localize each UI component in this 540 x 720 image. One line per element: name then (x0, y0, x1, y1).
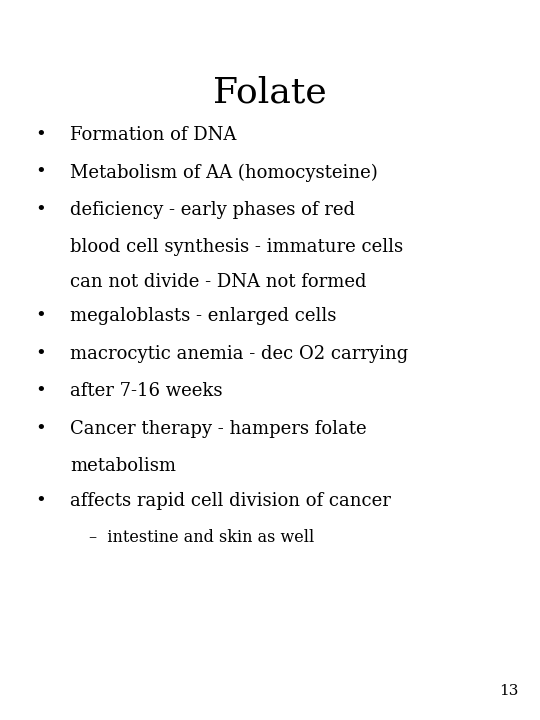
Text: •: • (35, 201, 46, 219)
Text: affects rapid cell division of cancer: affects rapid cell division of cancer (70, 492, 391, 510)
Text: after 7-16 weeks: after 7-16 weeks (70, 382, 222, 400)
Text: Cancer therapy - hampers folate: Cancer therapy - hampers folate (70, 420, 367, 438)
Text: Formation of DNA: Formation of DNA (70, 126, 237, 144)
Text: •: • (35, 163, 46, 181)
Text: metabolism: metabolism (70, 457, 176, 475)
Text: deficiency - early phases of red: deficiency - early phases of red (70, 201, 355, 219)
Text: •: • (35, 420, 46, 438)
Text: Metabolism of AA (homocysteine): Metabolism of AA (homocysteine) (70, 163, 378, 181)
Text: •: • (35, 126, 46, 144)
Text: blood cell synthesis - immature cells: blood cell synthesis - immature cells (70, 238, 403, 256)
Text: 13: 13 (499, 685, 518, 698)
Text: can not divide - DNA not formed: can not divide - DNA not formed (70, 273, 367, 291)
Text: megaloblasts - enlarged cells: megaloblasts - enlarged cells (70, 307, 336, 325)
Text: •: • (35, 382, 46, 400)
Text: •: • (35, 307, 46, 325)
Text: •: • (35, 345, 46, 363)
Text: –  intestine and skin as well: – intestine and skin as well (89, 529, 314, 546)
Text: •: • (35, 492, 46, 510)
Text: Folate: Folate (213, 76, 327, 109)
Text: macrocytic anemia - dec O2 carrying: macrocytic anemia - dec O2 carrying (70, 345, 408, 363)
